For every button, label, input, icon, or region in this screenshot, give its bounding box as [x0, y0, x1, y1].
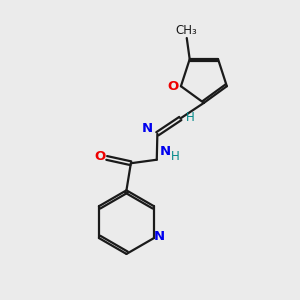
Text: H: H — [185, 111, 194, 124]
Text: H: H — [171, 150, 179, 163]
Text: N: N — [160, 145, 171, 158]
Text: O: O — [94, 150, 106, 163]
Text: O: O — [167, 80, 178, 93]
Text: CH₃: CH₃ — [176, 24, 198, 37]
Text: N: N — [154, 230, 165, 243]
Text: N: N — [142, 122, 153, 135]
